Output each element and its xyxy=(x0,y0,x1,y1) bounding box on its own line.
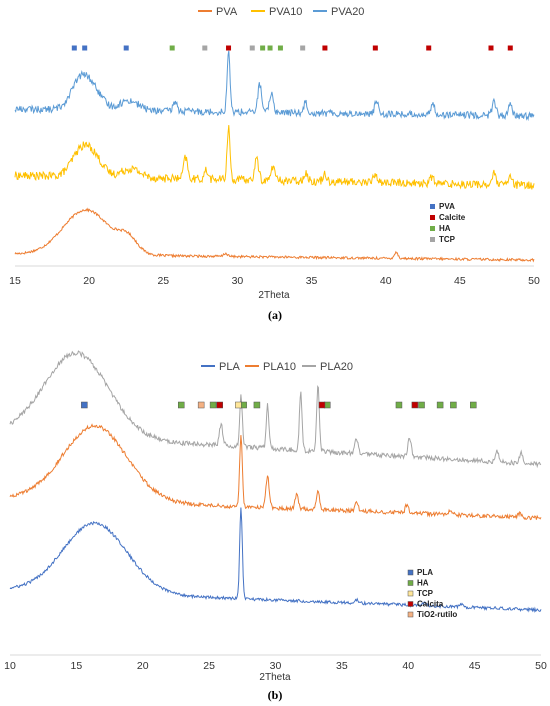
x-ticks-b: 10 15 20 25 30 35 40 45 50 xyxy=(4,660,547,672)
phase-marker-ha xyxy=(450,401,457,409)
phase-marker-ha xyxy=(209,401,217,409)
x-tick-label: 15 xyxy=(9,275,21,287)
x-tick-label: 40 xyxy=(380,275,392,287)
phase-marker-ha xyxy=(470,401,477,409)
marker-legend-swatch xyxy=(407,569,414,576)
phase-marker-calcite xyxy=(488,45,494,51)
phase-marker-pva xyxy=(82,45,88,51)
phase-marker-pla xyxy=(81,401,88,409)
caption-b: (b) xyxy=(268,688,283,702)
series-line-pla xyxy=(9,507,542,614)
x-tick-label: 45 xyxy=(469,660,481,672)
legend-a-label-2: PVA20 xyxy=(331,6,364,18)
marker-legend-label: Calcite xyxy=(439,213,466,222)
x-axis-title-b: 2Theta xyxy=(259,672,291,683)
x-ticks-a: 15 20 25 30 35 40 45 50 xyxy=(9,275,540,287)
x-tick-label: 35 xyxy=(336,660,348,672)
phase-marker-calcite xyxy=(426,45,432,51)
marker-legend-label: HA xyxy=(417,579,429,588)
marker-legend-label: HA xyxy=(439,224,451,233)
marker-legend-swatch xyxy=(430,215,435,220)
phase-marker-calcita xyxy=(411,401,419,409)
phase-marker-ha xyxy=(169,45,175,51)
phase-marker-tcp xyxy=(202,45,208,51)
series-line-pva10 xyxy=(14,125,535,190)
phase-marker-ha xyxy=(395,401,403,409)
phase-marker-calcita xyxy=(318,401,326,409)
x-tick-label: 25 xyxy=(203,660,215,672)
phase-marker-tio2-rutilo xyxy=(197,401,205,409)
phase-marker-ha xyxy=(253,401,261,409)
x-tick-label: 45 xyxy=(454,275,466,287)
marker-legend-a: PVA Calcite HA TCP xyxy=(430,202,466,244)
marker-legend-label: TCP xyxy=(439,235,456,244)
marker-legend-swatch xyxy=(407,611,414,618)
marker-legend-swatch xyxy=(407,601,414,607)
series-line-pla10 xyxy=(9,423,542,521)
phase-marker-tcp xyxy=(300,45,306,51)
marker-legend-label: Calcita xyxy=(417,600,444,609)
phase-marker-pva xyxy=(123,45,129,51)
phase-marker-ha xyxy=(267,45,273,51)
phase-marker-pva xyxy=(71,45,77,51)
x-axis-title-a: 2Theta xyxy=(258,290,290,301)
x-tick-label: 10 xyxy=(4,660,16,672)
x-tick-label: 30 xyxy=(232,275,244,287)
legend-b-label-2: PLA20 xyxy=(320,361,353,373)
legend-a-label-0: PVA xyxy=(216,6,238,18)
x-tick-label: 30 xyxy=(270,660,282,672)
phase-marker-ha xyxy=(177,401,185,409)
legend-b-label-0: PLA xyxy=(219,361,240,373)
phase-marker-ha xyxy=(260,45,266,51)
x-tick-label: 20 xyxy=(137,660,149,672)
marker-legend-swatch xyxy=(430,237,435,242)
legend-a: PVA PVA10 PVA20 xyxy=(198,6,364,18)
x-tick-label: 15 xyxy=(71,660,83,672)
marker-legend-swatch xyxy=(430,226,435,231)
plot-area-b xyxy=(9,350,542,614)
x-tick-label: 50 xyxy=(528,275,540,287)
phase-marker-calcite xyxy=(226,45,232,51)
series-line-pva20 xyxy=(14,50,535,122)
phase-marker-calcite xyxy=(507,45,513,51)
marker-legend-swatch xyxy=(407,590,414,597)
marker-legend-label: PLA xyxy=(417,568,433,577)
phase-marker-calcita xyxy=(216,401,223,409)
legend-a-label-1: PVA10 xyxy=(269,6,302,18)
phase-marker-ha xyxy=(418,401,425,409)
phase-marker-tcp xyxy=(235,401,242,409)
marker-legend-swatch xyxy=(430,204,435,209)
marker-legend-swatch xyxy=(407,580,414,586)
legend-b: PLA PLA10 PLA20 xyxy=(201,361,353,373)
marker-legend-label: TCP xyxy=(417,589,434,598)
phase-marker-calcite xyxy=(322,45,328,51)
marker-legend-label: TiO2-rutilo xyxy=(417,610,457,619)
x-tick-label: 40 xyxy=(402,660,414,672)
caption-a: (a) xyxy=(268,308,282,322)
plot-area-a xyxy=(14,45,535,263)
legend-b-label-1: PLA10 xyxy=(263,361,296,373)
x-tick-label: 50 xyxy=(535,660,547,672)
phase-marker-ha xyxy=(277,45,283,51)
phase-marker-calcite xyxy=(372,45,378,51)
x-tick-label: 25 xyxy=(157,275,169,287)
x-tick-label: 35 xyxy=(306,275,318,287)
marker-legend-label: PVA xyxy=(439,202,455,211)
phase-marker-ha xyxy=(436,401,444,409)
series-line-pva xyxy=(14,207,535,263)
x-tick-label: 20 xyxy=(83,275,95,287)
phase-marker-tcp xyxy=(249,45,255,51)
series-line-pla20 xyxy=(9,350,542,469)
